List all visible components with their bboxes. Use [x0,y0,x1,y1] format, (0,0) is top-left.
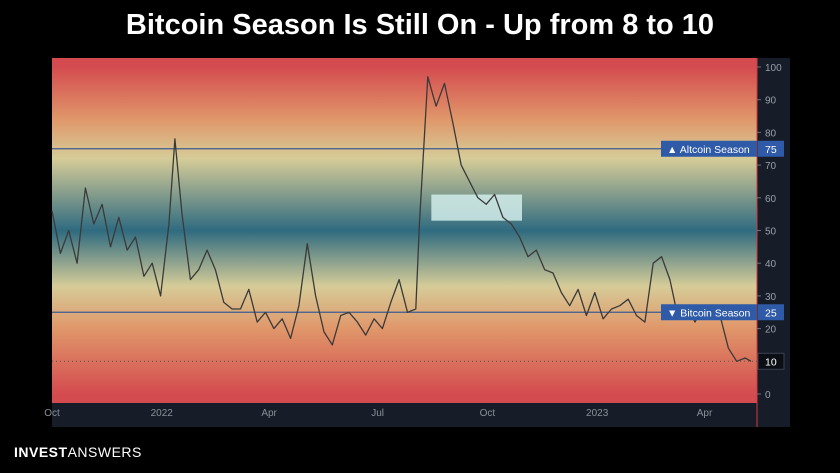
brand-logo-part2: ANSWERS [67,444,142,460]
threshold-value-bg [758,140,784,157]
threshold-value-bg [758,304,784,321]
brand-logo: INVESTANSWERS [14,444,142,460]
y-tick-label: 20 [765,325,777,336]
x-tick-label: Jul [371,408,384,419]
y-tick-label: 30 [765,292,777,303]
y-tick-label: 0 [765,390,771,401]
chart-title: Bitcoin Season Is Still On - Up from 8 t… [125,9,715,41]
y-tick-label: 100 [765,63,782,74]
threshold-value-label: 25 [765,307,777,319]
x-axis-panel [52,403,790,427]
y-tick-label: 60 [765,194,777,205]
y-axis-panel [757,58,790,403]
y-tick-label: 80 [765,128,777,139]
plot-area [51,58,757,403]
threshold-label-bg [661,140,757,157]
y-tick-label: 40 [765,259,777,270]
labels: ▲ Altcoin Season 75 ▼ Bitcoin Season 25 10 [661,140,785,370]
threshold-label: ▲ Altcoin Season [667,144,750,156]
x-tick-label: 2022 [151,408,174,419]
threshold-value-label: 75 [765,144,777,156]
plot-background [52,58,757,403]
x-tick-label: Apr [697,408,713,419]
x-tick-label: Oct [480,408,496,419]
threshold-label: ▼ Bitcoin Season [667,307,751,319]
y-tick-label: 90 [765,96,777,107]
current-value-bg [757,352,785,370]
index-line [51,76,752,362]
threshold-label-bg [661,304,757,321]
y-tick-label: 50 [765,227,777,238]
brand-logo-part1: INVEST [14,444,68,460]
axes: 0 10 20 30 40 50 60 70 80 90 100 Oct 2022 Apr Jul Oct 20… [44,58,790,427]
x-tick-label: Oct [44,408,60,419]
current-value-label: 10 [765,356,777,368]
highlight-box [431,194,522,221]
x-tick-label: 2023 [586,408,609,419]
y-tick-label: 70 [765,161,777,172]
x-tick-label: Apr [261,408,277,419]
